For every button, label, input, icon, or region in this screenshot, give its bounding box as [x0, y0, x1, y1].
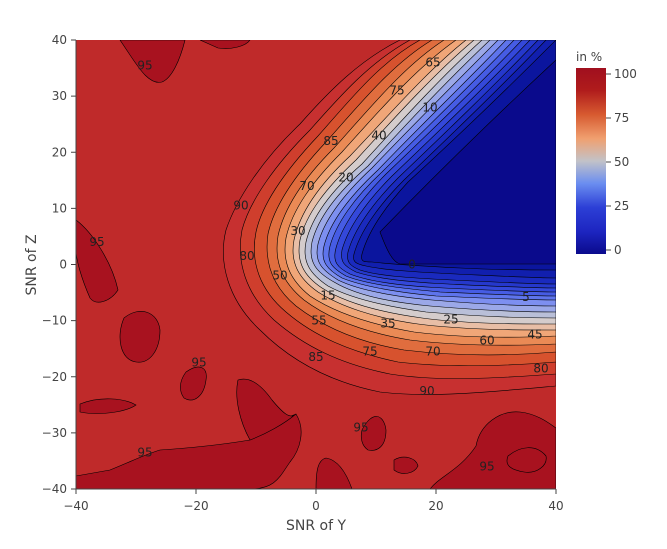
x-tick-label: 0	[312, 499, 320, 513]
contour-label: 90	[233, 199, 248, 213]
y-tick-label: 40	[52, 33, 67, 47]
x-tick-label: −40	[63, 499, 88, 513]
contour-label: 85	[308, 350, 323, 364]
contour-label: 95	[191, 356, 206, 370]
contour-label: 85	[323, 134, 338, 148]
colorbar-ticks: 0 25 50 75 100	[606, 67, 637, 257]
contour-label: 80	[239, 249, 254, 263]
contour-island	[315, 457, 353, 489]
contour-island	[180, 366, 207, 401]
x-tick-label: −20	[183, 499, 208, 513]
x-tick-label: 40	[548, 499, 563, 513]
colorbar-gradient	[576, 68, 606, 254]
contour-island	[393, 456, 419, 474]
contour-label: 25	[443, 313, 458, 327]
y-tick-label: 20	[52, 145, 67, 159]
contour-label: 65	[425, 55, 440, 69]
contour-label: 15	[320, 288, 335, 302]
colorbar-tick-label: 0	[614, 243, 622, 257]
y-tick-label: −40	[42, 482, 67, 496]
y-axis-ticks: −40 −30 −20 −10 0 10 20 30 40	[42, 33, 76, 496]
contour-label: 30	[290, 224, 305, 238]
contour-label: 95	[353, 420, 368, 434]
contour-label: 95	[89, 235, 104, 249]
colorbar-tick-label: 50	[614, 155, 629, 169]
contour-label: 20	[338, 171, 353, 185]
contour-island	[360, 416, 387, 451]
contour-label: 55	[311, 314, 326, 328]
contour-island	[76, 219, 119, 303]
colorbar-title: in %	[576, 50, 602, 64]
plot-area: 0 5 10 15 20 25 30 35 40 45 50 55 60 65 70 70 75 75 80 80 85…	[76, 40, 556, 489]
contour-labels: 0 5 10 15 20 25 30 35 40 45 50 55 60 65 70 70 75 75 80 80 85…	[89, 55, 548, 473]
contour-label: 0	[408, 258, 416, 272]
contour-label: 90	[419, 384, 434, 398]
contour-island	[79, 398, 137, 414]
contour-island	[119, 311, 161, 363]
contour-label: 40	[371, 128, 386, 142]
x-tick-label: 20	[428, 499, 443, 513]
contour-label: 95	[137, 58, 152, 72]
contour-band-0	[379, 59, 556, 265]
contour-label: 50	[272, 269, 287, 283]
contour-island	[119, 40, 186, 83]
colorbar: in % 0 25 50 75 100	[576, 50, 637, 257]
contour-label: 10	[422, 100, 437, 114]
y-tick-label: −10	[42, 314, 67, 328]
y-tick-label: 0	[59, 258, 67, 272]
contour-label: 5	[522, 290, 530, 304]
y-tick-label: −30	[42, 426, 67, 440]
contour-label: 75	[389, 84, 404, 98]
y-tick-label: 30	[52, 89, 67, 103]
colorbar-tick-label: 75	[614, 111, 629, 125]
contour-label: 60	[479, 333, 494, 347]
contour-island	[506, 447, 547, 473]
y-tick-label: −20	[42, 370, 67, 384]
x-axis-title: SNR of Y	[286, 518, 346, 534]
contour-label: 80	[533, 361, 548, 375]
contour-island	[199, 40, 251, 49]
y-tick-label: 10	[52, 201, 67, 215]
contour-label: 95	[137, 446, 152, 460]
contour-label: 45	[527, 328, 542, 342]
y-axis-title: SNR of Z	[24, 234, 40, 295]
contour-label: 70	[425, 344, 440, 358]
contour-label: 95	[479, 460, 494, 474]
x-axis-ticks: −40 −20 0 20 40	[63, 489, 564, 513]
contour-label: 35	[380, 316, 395, 330]
contour-label: 70	[299, 179, 314, 193]
colorbar-tick-label: 25	[614, 199, 629, 213]
contour-island	[236, 378, 297, 441]
contour-label: 75	[362, 344, 377, 358]
colorbar-tick-label: 100	[614, 67, 637, 81]
